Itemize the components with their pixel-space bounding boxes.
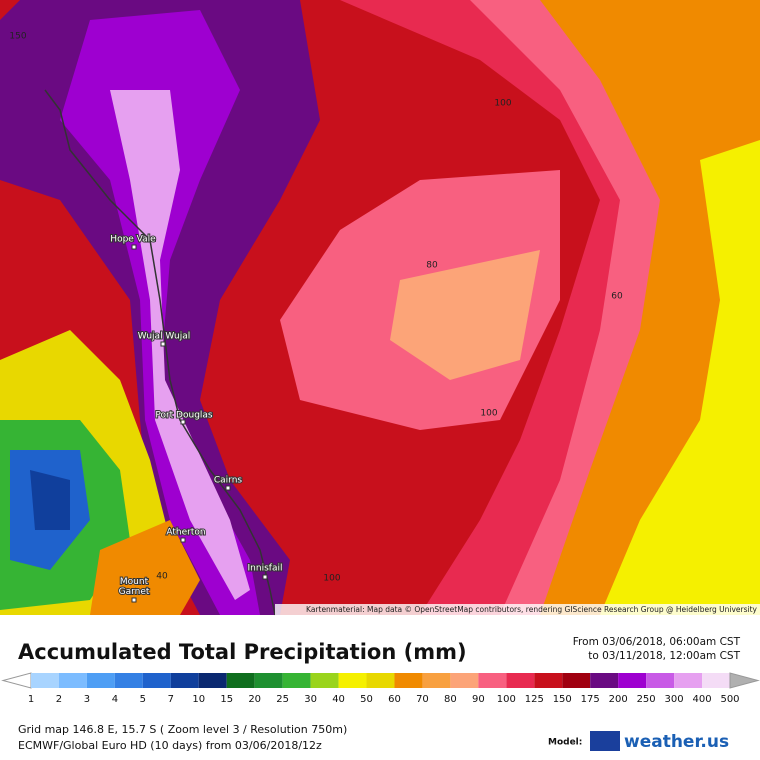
scale-swatch (142, 673, 171, 688)
place-marker (180, 537, 186, 543)
scale-swatch (58, 673, 87, 688)
scale-swatch (590, 673, 619, 688)
place-label: Wujal Wujal (138, 332, 190, 342)
scale-label: 250 (637, 694, 656, 705)
place-label: Atherton (166, 528, 205, 538)
contour-label: 100 (480, 409, 497, 419)
eu-flag (590, 731, 620, 751)
scale-swatch (338, 673, 367, 688)
place-label: Port Douglas (155, 411, 213, 421)
contour-labels: 150 100 80 60 100 100 40 (9, 32, 623, 584)
scale-swatch (618, 673, 647, 688)
contour-label: 150 (9, 32, 26, 42)
scale-label: 125 (525, 694, 544, 705)
scale-swatch (562, 673, 591, 688)
scale-label: 20 (248, 694, 261, 705)
period-from: From 03/06/2018, 06:00am CST (573, 636, 741, 648)
scale-label: 5 (140, 694, 146, 705)
attribution-bg (275, 604, 760, 615)
color-scale: 1 2 3 4 5 7 10 15 20 25 30 40 50 60 70 80 90 100 125 150 175… (1, 672, 760, 705)
place-marker (180, 419, 186, 425)
grid-info: Grid map 146.8 E, 15.7 S ( Zoom level 3 … (18, 723, 347, 736)
scale-swatch (394, 673, 423, 688)
scale-high-end (729, 672, 760, 689)
scale-label: 500 (720, 694, 739, 705)
scale-swatch (646, 673, 675, 688)
scale-label: 175 (581, 694, 600, 705)
contour-label: 60 (611, 292, 623, 302)
scale-low-end (1, 672, 32, 689)
scale-label: 7 (168, 694, 174, 705)
scale-swatch (310, 673, 339, 688)
scale-swatch (226, 673, 255, 688)
scale-swatch (506, 673, 535, 688)
scale-label: 300 (665, 694, 684, 705)
place-marker (131, 244, 137, 250)
scale-label: 50 (360, 694, 373, 705)
scale-label: 30 (304, 694, 317, 705)
model-info: ECMWF/Global Euro HD (10 days) from 03/0… (18, 739, 322, 752)
places: Hope Vale Wujal Wujal Port Douglas Cairns At… (109, 234, 283, 603)
scale-label: 70 (416, 694, 429, 705)
scale-swatch (254, 673, 283, 688)
scale-label: 1 (28, 694, 34, 705)
place-marker (131, 597, 137, 603)
scale-swatch (114, 673, 143, 688)
period-to: to 03/11/2018, 12:00am CST (588, 650, 740, 662)
place-label: Hope Vale (110, 235, 156, 245)
scale-label: 200 (609, 694, 628, 705)
place-label: Cairns (214, 476, 243, 486)
contour-label: 40 (156, 572, 168, 582)
place-label: Mount Garnet (119, 577, 150, 597)
scale-swatch (366, 673, 395, 688)
scale-label: 150 (553, 694, 572, 705)
scale-label: 4 (112, 694, 118, 705)
scale-swatch (534, 673, 563, 688)
scale-swatch (282, 673, 311, 688)
place-marker (225, 485, 231, 491)
brand: weather.us (624, 732, 729, 752)
place-marker (262, 574, 268, 580)
scale-label: 3 (84, 694, 90, 705)
scale-label: 2 (56, 694, 62, 705)
place-marker (160, 341, 166, 347)
scale-swatch (478, 673, 507, 688)
scale-label: 40 (332, 694, 345, 705)
scale-label: 90 (472, 694, 485, 705)
attribution: Kartenmaterial: Map data © OpenStreetMap… (306, 605, 758, 614)
contour-label: 100 (323, 574, 340, 584)
map (0, 0, 760, 616)
scale-label: 60 (388, 694, 401, 705)
scale-label: 10 (192, 694, 205, 705)
place-label: Innisfail (248, 564, 283, 574)
scale-swatch (170, 673, 199, 688)
scale-swatch (702, 673, 730, 688)
scale-label: 15 (220, 694, 233, 705)
scale-label: 80 (444, 694, 457, 705)
scale-label: 400 (692, 694, 711, 705)
scale-swatch (422, 673, 451, 688)
legend-title: Accumulated Total Precipitation (mm) (18, 640, 467, 664)
scale-swatch (198, 673, 227, 688)
model-label: Model: (548, 738, 582, 748)
scale-swatch (31, 673, 59, 688)
legend-panel: Accumulated Total Precipitation (mm) Fro… (1, 636, 760, 752)
scale-label: 100 (497, 694, 516, 705)
scale-label: 25 (276, 694, 289, 705)
scale-swatch (86, 673, 115, 688)
contour-label: 100 (494, 99, 511, 109)
contour-label: 80 (426, 261, 438, 271)
scale-swatch (450, 673, 479, 688)
scale-swatch (674, 673, 703, 688)
